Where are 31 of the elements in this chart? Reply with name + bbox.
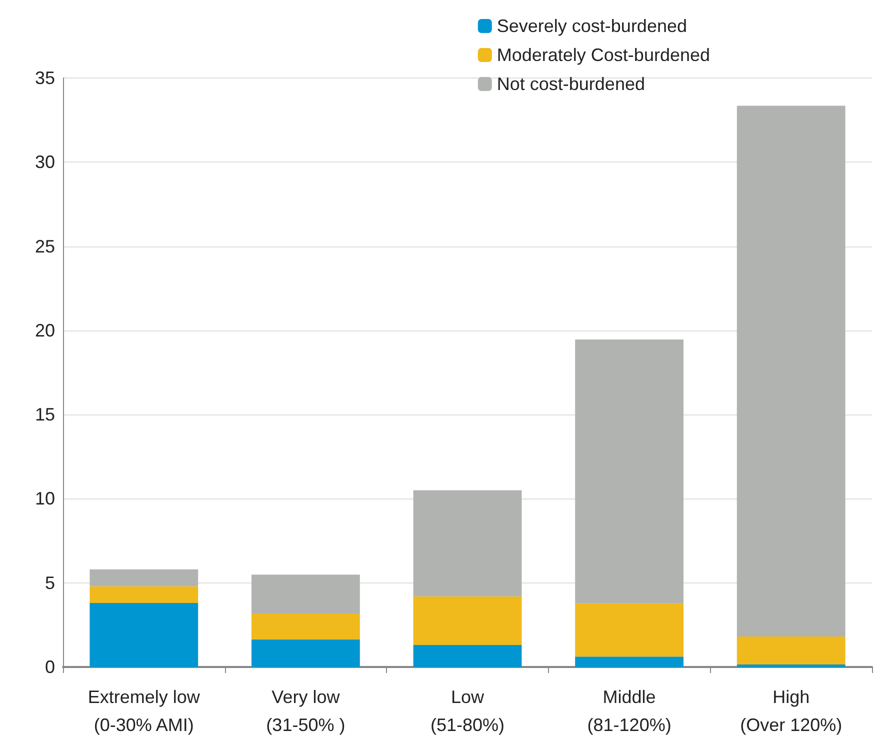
y-tick-label: 5 [44,572,55,593]
legend-label: Severely cost-burdened [496,16,687,36]
bar [90,569,198,586]
bar [251,639,360,667]
bar [575,656,684,667]
bar [575,340,684,604]
x-tick-label: Middle (81-120%) [587,687,672,735]
legend-label: Moderately Cost-burdened [496,45,710,65]
x-tick-label: High (Over 120%) [740,687,842,735]
legend-label: Not cost-burdened [496,74,645,94]
bar [251,613,360,640]
y-tick-label: 10 [34,488,55,509]
bar [736,106,846,637]
bar [413,490,522,596]
y-tick-label: 0 [44,657,55,677]
bar [736,664,846,667]
y-tick-label: 25 [34,236,55,256]
x-tick-label: Low (51-80%) [430,687,505,735]
x-tick-label: Extremely low (0-30% AMI) [88,687,201,735]
x-tick-label: Very low (31-50% ) [266,687,346,735]
bar [736,636,846,664]
bar [575,603,684,657]
y-tick-label: 30 [34,152,55,172]
y-tick-label: 35 [34,68,55,88]
y-tick-label: 15 [34,404,55,425]
bar [413,596,522,645]
bar [90,586,198,604]
bar [251,574,360,614]
y-tick-label: 20 [34,320,55,340]
bar [413,644,522,667]
bar [90,603,198,667]
